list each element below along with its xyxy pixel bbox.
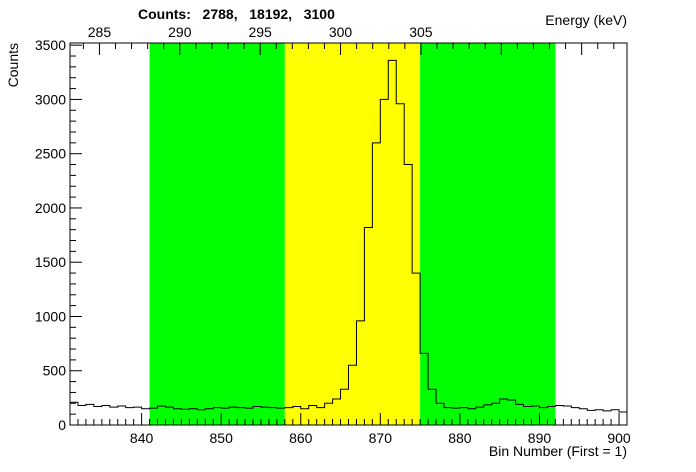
- x-tick-label: 860: [289, 430, 313, 446]
- energy-tick-label: 290: [168, 24, 192, 40]
- x-tick-label: 890: [528, 430, 552, 446]
- y-tick-label: 1500: [35, 254, 66, 270]
- y-tick-label: 0: [58, 417, 66, 433]
- x-axis-label: Bin Number (First = 1): [489, 443, 627, 459]
- histogram-line: [70, 59, 627, 413]
- energy-tick-label: 300: [329, 24, 353, 40]
- x-tick-label: 850: [210, 430, 234, 446]
- y-tick-label: 3000: [35, 91, 66, 107]
- x-tick-label: 900: [607, 430, 631, 446]
- energy-tick-label: 295: [248, 24, 272, 40]
- x-tick-label: 870: [369, 430, 393, 446]
- y-tick-label: 2500: [35, 146, 66, 162]
- energy-axis-label: Energy (keV): [545, 12, 627, 28]
- energy-tick-label: 285: [88, 24, 112, 40]
- energy-tick-label: 305: [409, 24, 433, 40]
- x-tick-label: 840: [130, 430, 154, 446]
- y-tick-label: 3500: [35, 37, 66, 53]
- y-axis-label: Counts: [5, 43, 21, 87]
- x-tick-label: 880: [448, 430, 472, 446]
- region-2: [284, 43, 421, 425]
- chart-title: Counts: 2788, 18192, 3100: [138, 6, 335, 22]
- y-tick-label: 1000: [35, 308, 66, 324]
- y-tick-label: 2000: [35, 200, 66, 216]
- region-3: [420, 43, 556, 425]
- y-tick-label: 500: [43, 363, 67, 379]
- region-1: [149, 43, 285, 425]
